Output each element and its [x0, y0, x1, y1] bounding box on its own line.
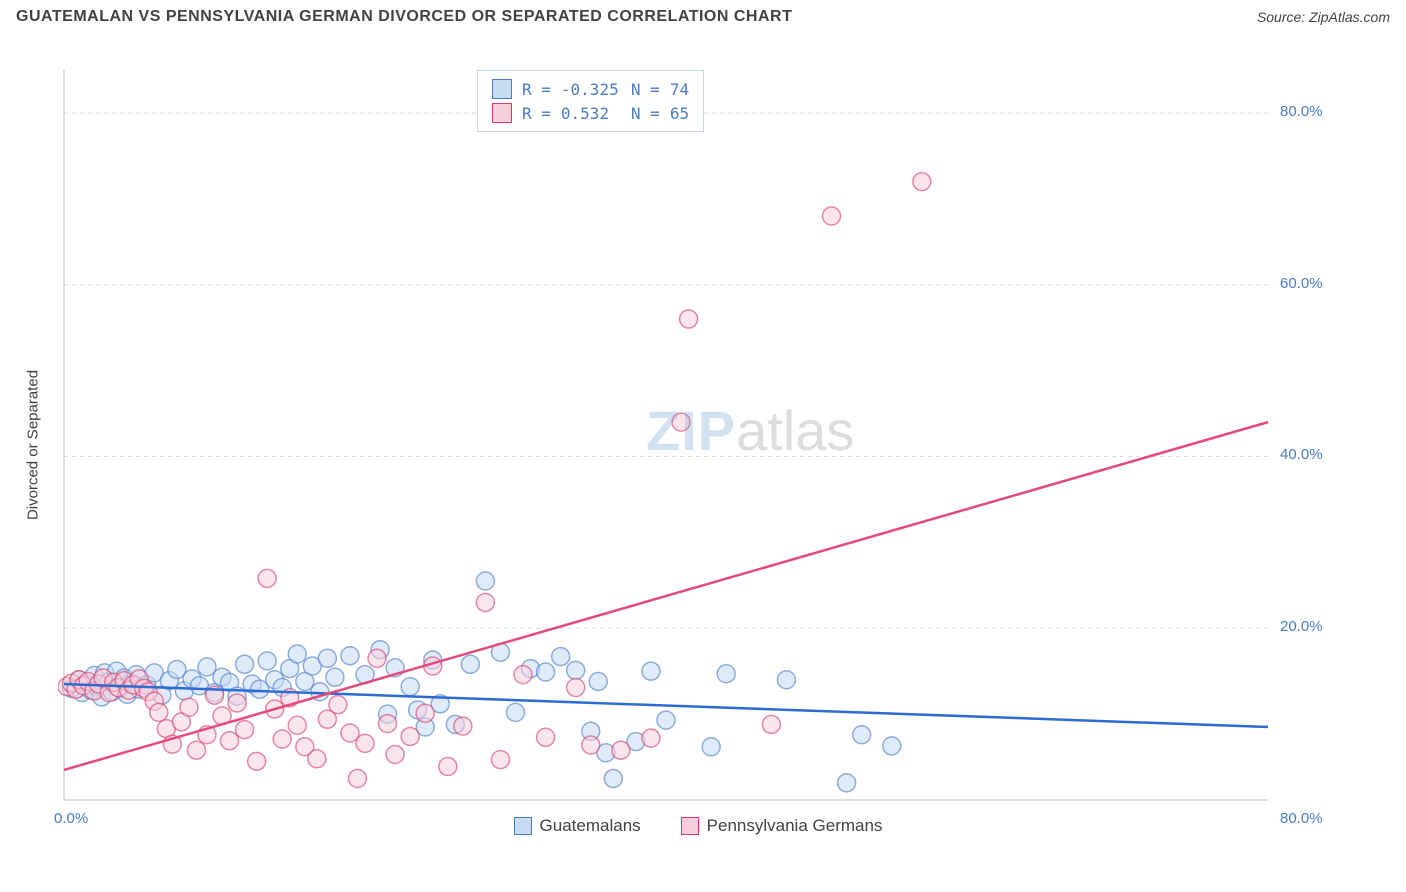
axis-tick: 80.0%: [1280, 810, 1323, 827]
scatter-plot: [58, 60, 1348, 840]
bottom-legend: Guatemalans Pennsylvania Germans: [48, 816, 1348, 836]
swatch-icon: [492, 79, 512, 99]
r-value: 0.532: [561, 104, 621, 123]
n-value: 65: [670, 104, 689, 123]
axis-tick: 20.0%: [1280, 618, 1323, 635]
n-label: N =: [631, 80, 660, 99]
axis-tick: 0.0%: [54, 810, 88, 827]
swatch-icon: [492, 103, 512, 123]
source-attribution: Source: ZipAtlas.com: [1257, 9, 1390, 25]
stat-row-pa-germans: R = 0.532 N = 65: [492, 101, 689, 125]
swatch-icon: [514, 817, 532, 835]
r-label: R =: [522, 80, 551, 99]
chart-title: GUATEMALAN VS PENNSYLVANIA GERMAN DIVORC…: [16, 8, 792, 26]
swatch-icon: [681, 817, 699, 835]
legend-label: Pennsylvania Germans: [707, 816, 883, 836]
stat-row-guatemalans: R = -0.325 N = 74: [492, 77, 689, 101]
axis-tick: 60.0%: [1280, 275, 1323, 292]
legend-item-pa-germans: Pennsylvania Germans: [681, 816, 883, 836]
y-axis-label: Divorced or Separated: [25, 370, 42, 520]
source-prefix: Source:: [1257, 9, 1309, 25]
legend-item-guatemalans: Guatemalans: [514, 816, 641, 836]
r-label: R =: [522, 104, 551, 123]
n-label: N =: [631, 104, 660, 123]
chart-area: Divorced or Separated ZIPatlas R =-0.325…: [48, 50, 1348, 840]
legend-label: Guatemalans: [540, 816, 641, 836]
source-name: ZipAtlas.com: [1309, 9, 1390, 25]
stat-legend: R = -0.325 N = 74 R = 0.532 N = 65: [477, 70, 704, 132]
axis-tick: 40.0%: [1280, 446, 1323, 463]
n-value: 74: [670, 80, 689, 99]
axis-tick: 80.0%: [1280, 103, 1323, 120]
r-value: -0.325: [561, 80, 621, 99]
